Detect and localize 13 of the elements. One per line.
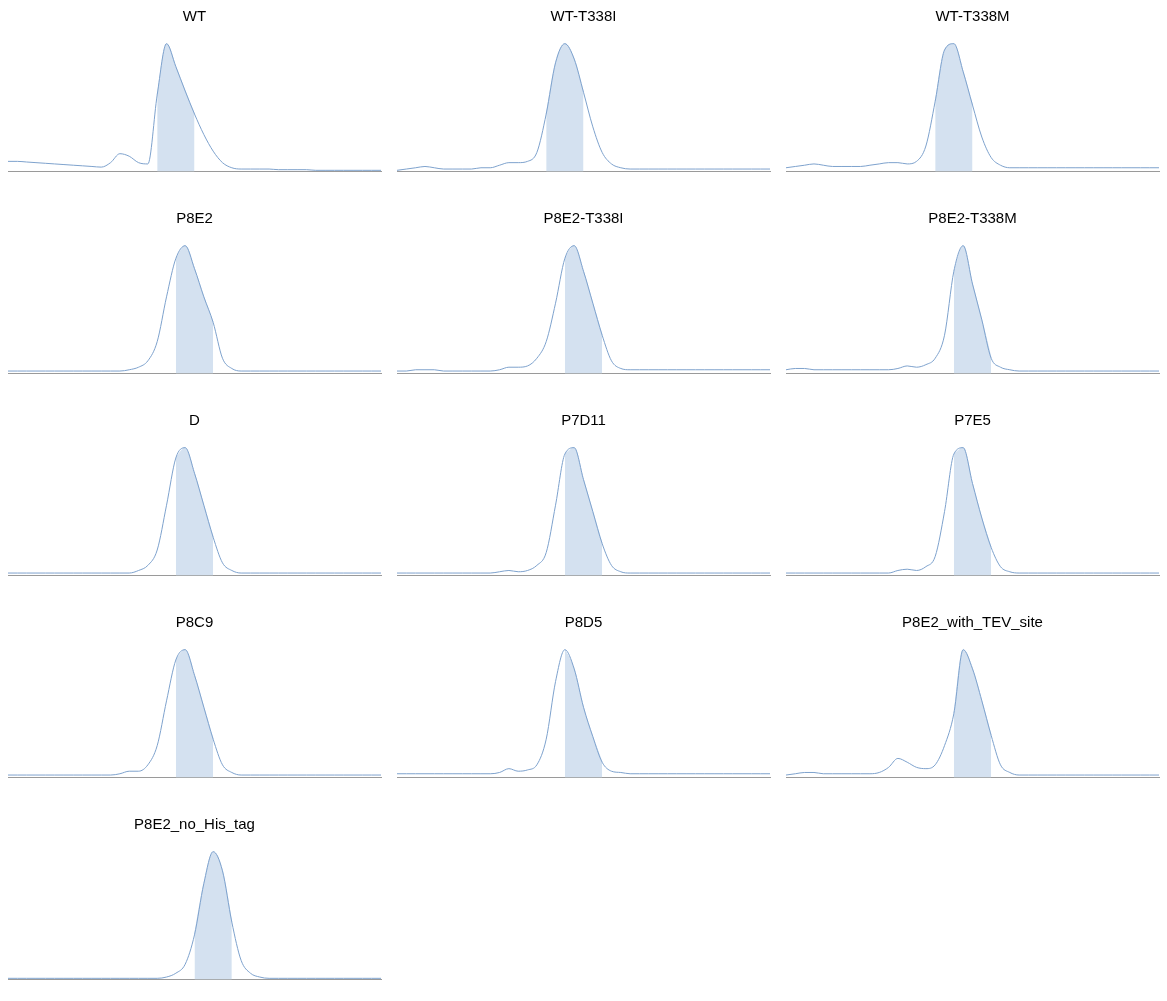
chart-title: P7E5 <box>954 411 991 429</box>
chart-title: WT-T338M <box>935 7 1010 25</box>
chart-title: WT-T338I <box>550 7 617 25</box>
chart-title: P8E2 <box>176 209 213 227</box>
chart-title: P8E2_with_TEV_site <box>902 613 1043 631</box>
chart-title: P7D11 <box>561 411 606 429</box>
chart-title: P8E2_no_His_tag <box>134 815 255 833</box>
chart-title: P8C9 <box>175 613 214 631</box>
chart-title: D <box>189 411 201 429</box>
chart-title: P8E2-T338M <box>928 209 1017 227</box>
chart-title: WT <box>182 7 207 25</box>
chart-title: P8D5 <box>564 613 603 631</box>
chart-title: P8E2-T338I <box>543 209 624 227</box>
